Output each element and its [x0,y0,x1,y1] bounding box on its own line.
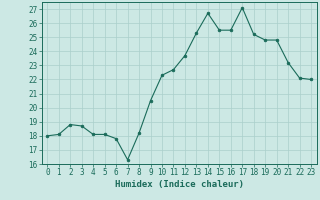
X-axis label: Humidex (Indice chaleur): Humidex (Indice chaleur) [115,180,244,189]
